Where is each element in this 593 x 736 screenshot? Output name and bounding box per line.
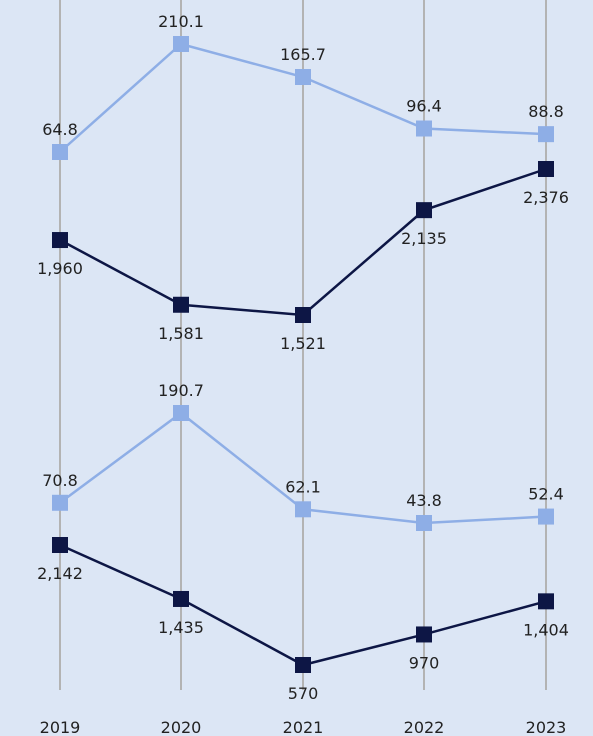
data-label: 2,142 — [37, 564, 83, 583]
data-label: 165.7 — [280, 45, 326, 64]
data-point-marker — [538, 161, 554, 177]
data-label: 190.7 — [158, 381, 204, 400]
data-label: 210.1 — [158, 12, 204, 31]
data-point-marker — [295, 69, 311, 86]
data-label: 96.4 — [406, 97, 442, 116]
x-tick-label: 2022 — [404, 718, 445, 736]
data-label: 64.8 — [42, 120, 78, 139]
data-point-marker — [295, 501, 311, 518]
x-tick-label: 2021 — [283, 718, 324, 736]
data-point-marker — [173, 36, 189, 52]
data-point-marker — [295, 657, 311, 673]
data-point-marker — [52, 537, 68, 553]
data-label: 970 — [409, 653, 440, 672]
data-point-marker — [52, 494, 68, 511]
data-point-marker — [416, 515, 432, 531]
data-label: 43.8 — [406, 491, 442, 510]
data-label: 1,521 — [280, 334, 326, 353]
data-point-marker — [538, 126, 554, 143]
data-label: 88.8 — [528, 102, 564, 121]
data-label: 52.4 — [528, 485, 564, 504]
x-tick-label: 2020 — [161, 718, 202, 736]
data-point-marker — [538, 508, 554, 525]
data-label: 1,435 — [158, 618, 204, 637]
data-point-marker — [52, 144, 68, 160]
x-tick-label: 2019 — [40, 718, 81, 736]
gridlines — [59, 0, 547, 690]
data-point-marker — [416, 626, 432, 643]
data-label: 2,135 — [401, 229, 447, 248]
x-axis: 2019 2020 2021 2022 2023 — [40, 718, 567, 736]
data-label: 2,376 — [523, 188, 569, 207]
data-point-marker — [538, 593, 554, 610]
data-label: 1,581 — [158, 324, 204, 343]
data-label: 62.1 — [285, 477, 321, 496]
data-label: 1,404 — [523, 620, 569, 639]
data-point-marker — [295, 307, 311, 323]
data-label: 70.8 — [42, 471, 78, 490]
data-point-marker — [173, 296, 189, 313]
x-tick-label: 2023 — [526, 718, 567, 736]
data-label: 570 — [288, 684, 319, 703]
data-label: 1,960 — [37, 259, 83, 278]
data-point-marker — [173, 405, 189, 421]
data-point-marker — [416, 202, 432, 219]
data-point-marker — [52, 232, 68, 249]
plot-area: 64.8 210.1 165.7 96.4 88.8 1,960 1,581 1,521 2,1… — [37, 12, 569, 703]
data-point-marker — [173, 590, 189, 607]
data-point-marker — [416, 120, 432, 137]
